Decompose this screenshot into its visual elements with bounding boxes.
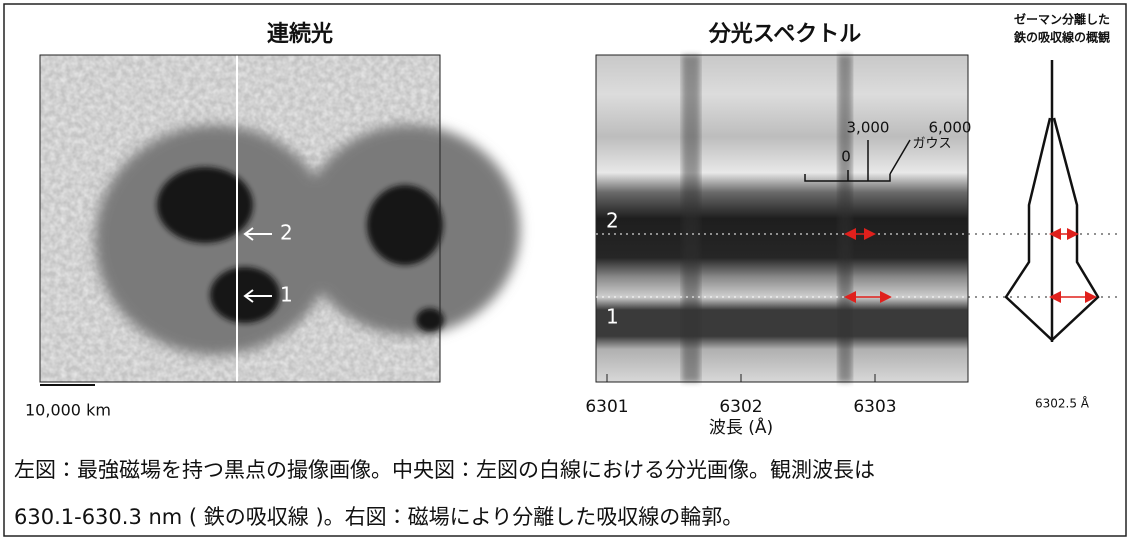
right-x-label: 6302.5 Å [1035,396,1090,411]
gauss-label: 6,000 [929,119,972,137]
figure: 連続光 2 1 10,000 km 分光スペクトル 2 1 [0,0,1131,541]
gauss-label: 3,000 [847,119,890,137]
left-title: 連続光 [267,21,333,47]
gauss-unit: ガウス [912,137,951,152]
scale-label: 10,000 km [25,401,111,420]
guide-lines [968,234,1120,297]
x-tick-label: 6303 [853,397,896,417]
x-tick-label: 6302 [719,397,762,417]
marker-label: 1 [606,305,619,329]
center-title: 分光スペクトル [708,22,861,47]
page: Figure {"left": {"title": "連続光", "marker… [0,0,1131,541]
x-axis-label: 波長 (Å) [709,416,773,438]
split-arrows [1055,234,1091,297]
sunspot-image [40,55,520,382]
right-title: ゼーマン分離した [1014,12,1110,27]
spectrum-image [596,55,968,382]
right-title: 鉄の吸収線の概観 [1013,30,1110,45]
x-tick-label: 6301 [585,397,628,417]
marker-label: 2 [280,221,293,245]
caption: 630.1-630.3 nm ( 鉄の吸収線 )。右図：磁場により分離した吸収線… [14,505,743,529]
marker-label: 2 [606,209,619,233]
body: 連続光 2 1 10,000 km 分光スペクトル 2 1 [0,0,1131,541]
gauss-label: 0 [841,148,851,166]
marker-label: 1 [280,283,293,307]
line-profile [1006,60,1098,342]
caption: 左図：最強磁場を持つ黒点の撮像画像。中央図：左図の白線における分光画像。観測波長… [14,458,875,482]
